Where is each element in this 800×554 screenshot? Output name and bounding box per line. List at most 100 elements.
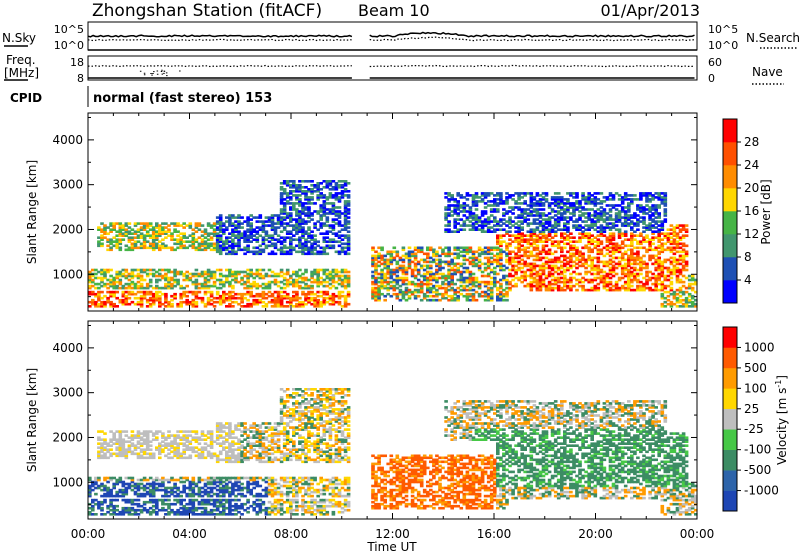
heatmap-cell	[273, 228, 278, 231]
heatmap-cell	[435, 276, 439, 280]
heatmap-cell	[483, 266, 488, 270]
heatmap-cell	[151, 248, 156, 252]
heatmap-cell	[642, 260, 646, 264]
heatmap-cell	[468, 292, 473, 296]
heatmap-cell	[684, 260, 689, 264]
heatmap-cell	[200, 230, 205, 233]
heatmap-cell	[438, 292, 442, 296]
heatmap-cell	[651, 276, 655, 280]
heatmap-cell	[605, 274, 610, 278]
heatmap-cell	[538, 212, 543, 215]
heatmap-cell	[228, 270, 232, 274]
heatmap-cell	[197, 286, 202, 290]
heatmap-cell	[383, 280, 387, 284]
heatmap-cell	[627, 258, 631, 262]
heatmap-cell	[623, 250, 628, 254]
heatmap-cell	[292, 298, 296, 302]
heatmap-cell	[386, 276, 390, 280]
heatmap-cell	[584, 202, 588, 205]
heatmap-cell	[94, 480, 98, 484]
heatmap-cell	[596, 208, 601, 211]
heatmap-cell	[298, 268, 302, 272]
heatmap-cell	[246, 238, 250, 241]
heatmap-cell	[325, 230, 330, 233]
heatmap-cell	[148, 476, 153, 480]
heatmap-cell	[249, 270, 253, 274]
heatmap-cell	[249, 272, 253, 276]
heatmap-cell	[158, 228, 162, 231]
heatmap-cell	[325, 212, 330, 215]
heatmap-cell	[295, 250, 299, 254]
heatmap-cell	[499, 294, 503, 298]
heatmap-cell	[450, 210, 454, 213]
heatmap-cell	[663, 290, 668, 294]
heatmap-cell	[483, 220, 488, 223]
heatmap-cell	[383, 272, 387, 276]
heatmap-cell	[407, 282, 412, 286]
heatmap-cell	[556, 222, 561, 225]
heatmap-cell	[139, 454, 144, 458]
heatmap-cell	[118, 286, 123, 290]
heatmap-cell	[410, 292, 415, 296]
heatmap-cell	[541, 240, 546, 243]
heatmap-cell	[234, 242, 238, 246]
heatmap-cell	[270, 242, 275, 246]
heatmap-cell	[285, 278, 290, 282]
heatmap-cell	[249, 222, 253, 225]
heatmap-cell	[560, 280, 564, 284]
heatmap-cell	[337, 300, 342, 304]
heatmap-cell	[535, 208, 540, 211]
heatmap-cell	[106, 296, 110, 300]
heatmap-cell	[346, 234, 351, 237]
heatmap-cell	[218, 302, 223, 306]
heatmap-cell	[194, 274, 199, 278]
heatmap-cell	[109, 284, 113, 288]
heatmap-cell	[127, 290, 132, 294]
heatmap-cell	[453, 200, 457, 203]
heatmap-cell	[453, 256, 457, 260]
heatmap-cell	[684, 262, 689, 266]
heatmap-cell	[106, 486, 110, 490]
heatmap-cell	[118, 440, 123, 443]
heatmap-cell	[282, 210, 287, 213]
heatmap-cell	[426, 284, 430, 288]
heatmap-cell	[270, 228, 275, 231]
heatmap-cell	[106, 226, 110, 229]
heatmap-cell	[538, 232, 543, 235]
heatmap-cell	[237, 226, 241, 229]
heatmap-cell	[493, 258, 497, 262]
heatmap-cell	[508, 260, 512, 264]
heatmap-cell	[590, 220, 594, 223]
heatmap-cell	[103, 452, 107, 456]
heatmap-cell	[295, 208, 299, 211]
heatmap-cell	[282, 198, 287, 201]
heatmap-cell	[337, 222, 342, 225]
heatmap-cell	[139, 232, 144, 235]
heatmap-cell	[133, 302, 138, 306]
heatmap-cell	[660, 270, 665, 274]
heatmap-cell	[164, 272, 168, 276]
heatmap-cell	[298, 204, 302, 207]
heatmap-cell	[489, 276, 494, 280]
heatmap-cell	[273, 238, 278, 241]
heatmap-cell	[182, 226, 186, 229]
heatmap-cell	[346, 196, 351, 199]
heatmap-cell	[255, 250, 260, 254]
heatmap-cell	[264, 224, 269, 227]
heatmap-cell	[106, 476, 110, 480]
heatmap-cell	[282, 276, 287, 280]
heatmap-cell	[343, 220, 348, 223]
heatmap-cell	[642, 222, 646, 225]
heatmap-cell	[438, 258, 442, 262]
heatmap-cell	[547, 220, 552, 223]
heatmap-cell	[103, 272, 107, 276]
heatmap-cell	[614, 256, 619, 260]
heatmap-cell	[630, 274, 634, 278]
heatmap-cell	[465, 284, 470, 288]
heatmap-cell	[593, 276, 598, 280]
heatmap-cell	[578, 206, 582, 209]
heatmap-cell	[569, 260, 573, 264]
heatmap-cell	[502, 274, 506, 278]
heatmap-cell	[142, 244, 147, 248]
heatmap-cell	[200, 270, 205, 274]
